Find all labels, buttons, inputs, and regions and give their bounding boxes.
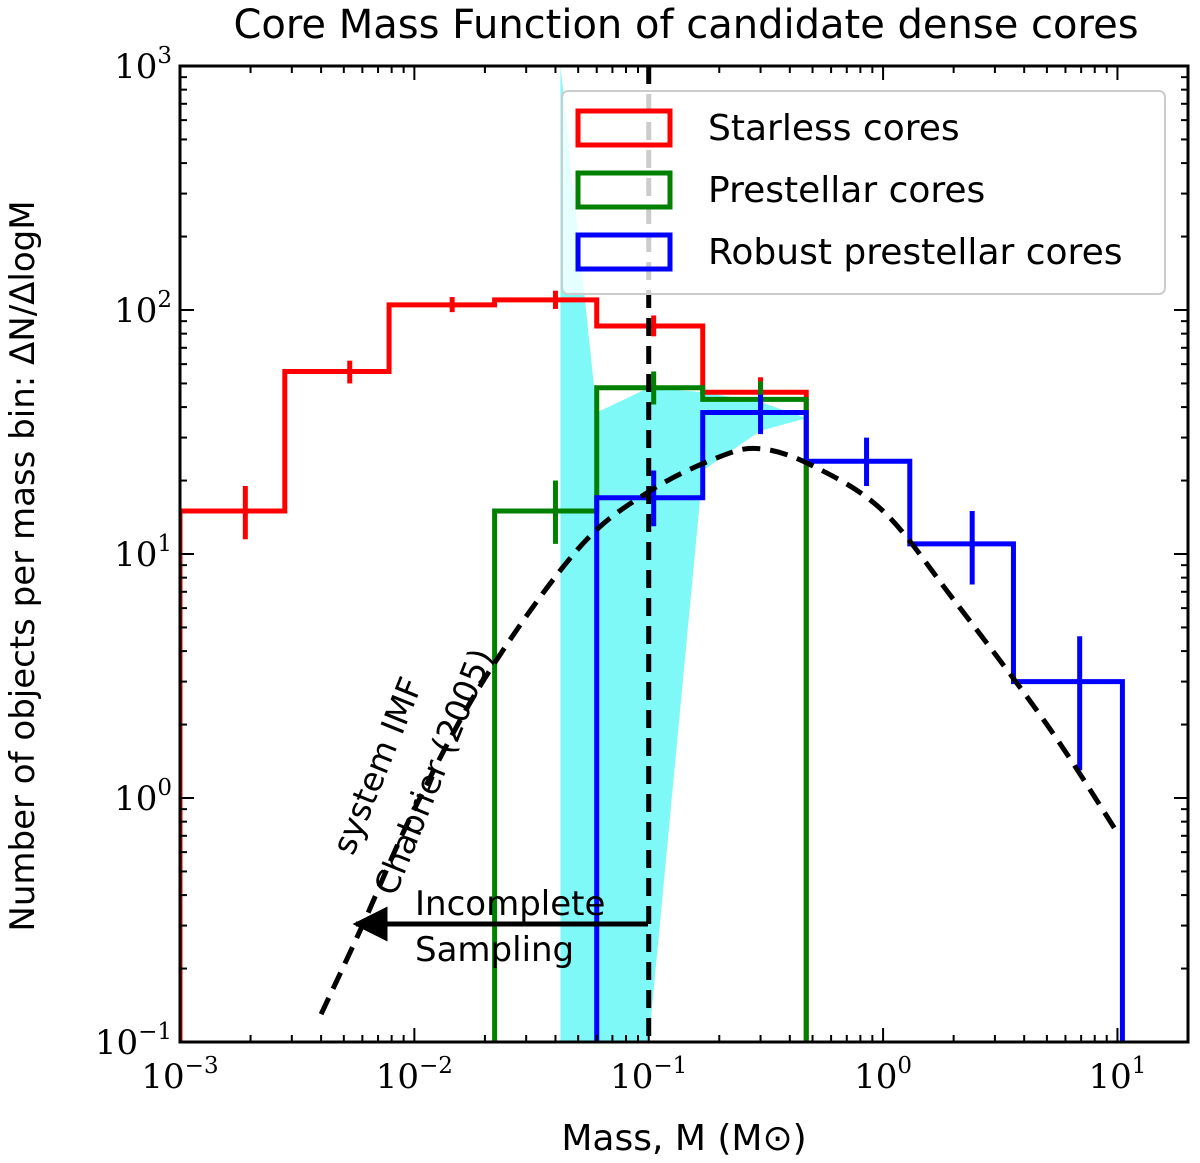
imf-curve-layer	[318, 66, 1120, 1042]
histogram-layer	[180, 290, 1125, 1042]
x-tick-label: 10−1	[610, 1053, 687, 1097]
y-tick-label: 102	[114, 287, 172, 331]
axes: 10−3 10−2 10−1 100 101 10−1 100 101 102 103	[95, 43, 1190, 1097]
legend-swatch-1	[575, 170, 673, 210]
x-axis-label: Mass, M (M⊙)	[561, 1118, 806, 1159]
y-tick-label: 10−1	[95, 1019, 172, 1063]
incomplete-label-line1: Incomplete	[415, 884, 605, 924]
plot-area	[180, 66, 1125, 1042]
y-tick-label: 100	[114, 775, 172, 819]
y-tick-label: 103	[114, 43, 172, 87]
x-tick-label: 10−2	[376, 1053, 453, 1097]
x-tick-label: 101	[1088, 1053, 1146, 1097]
legend-label-2: Robust prestellar cores	[708, 232, 1122, 273]
legend-swatch-0	[575, 108, 673, 148]
x-tick-label: 10−3	[141, 1053, 218, 1097]
chart-title: Core Mass Function of candidate dense co…	[233, 2, 1138, 48]
incomplete-label-line2: Sampling	[415, 930, 574, 970]
imf-dashed-curve	[318, 445, 1120, 1016]
cyan-shaded-band	[560, 66, 807, 1042]
robust-prestellar-histogram-line	[594, 410, 1125, 1042]
legend: Starless cores Prestellar cores Robust pre…	[561, 90, 1166, 295]
legend-label-1: Prestellar cores	[708, 170, 985, 211]
shaded-band-layer	[560, 66, 807, 1042]
y-tick-label: 101	[114, 531, 172, 575]
legend-box	[561, 90, 1166, 295]
legend-swatch-2	[575, 232, 673, 272]
x-tick-label: 100	[854, 1053, 912, 1097]
legend-label-0: Starless cores	[708, 108, 960, 149]
starless-histogram-line	[180, 297, 809, 1042]
y-axis-label: Number of objects per mass bin: ΔN/ΔlogM	[3, 200, 43, 931]
